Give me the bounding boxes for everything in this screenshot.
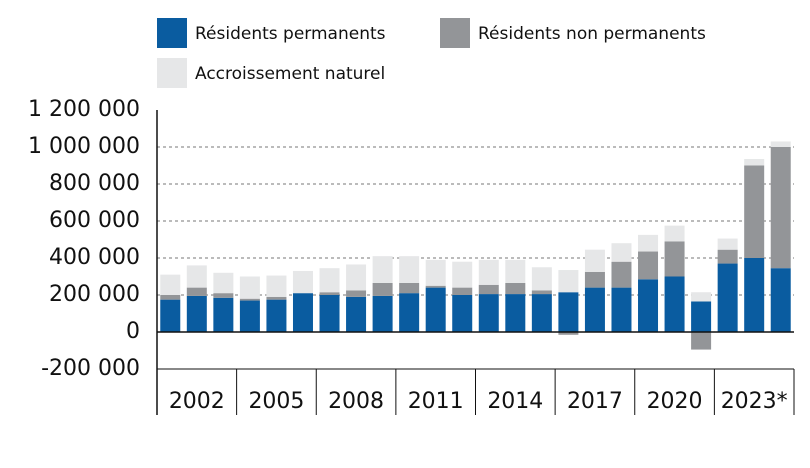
bar bbox=[425, 259, 446, 286]
bar bbox=[266, 299, 287, 332]
bar bbox=[505, 282, 526, 295]
bar bbox=[399, 293, 420, 332]
bar bbox=[186, 265, 207, 288]
bar bbox=[717, 238, 738, 250]
bar bbox=[478, 284, 499, 295]
bar bbox=[531, 294, 552, 332]
bar bbox=[452, 287, 473, 295]
bar bbox=[664, 241, 685, 277]
bar bbox=[584, 271, 605, 288]
bar bbox=[691, 292, 712, 302]
x-tick-label: 2005 bbox=[248, 389, 304, 414]
bar bbox=[770, 141, 791, 147]
y-tick-label: 200 000 bbox=[49, 282, 140, 307]
x-tick-label: 2020 bbox=[647, 389, 703, 414]
bar bbox=[744, 165, 765, 258]
legend-label: Résidents non permanents bbox=[478, 24, 706, 44]
bar bbox=[399, 256, 420, 283]
bar bbox=[770, 147, 791, 269]
y-tick-label: 600 000 bbox=[49, 208, 140, 233]
y-tick-label: 0 bbox=[126, 319, 140, 344]
x-tick-label: 2008 bbox=[328, 389, 384, 414]
y-tick-label: 1 200 000 bbox=[28, 97, 140, 122]
bar bbox=[664, 225, 685, 242]
x-tick-label: 2017 bbox=[567, 389, 623, 414]
bar bbox=[319, 292, 340, 295]
bar bbox=[239, 276, 260, 299]
bar bbox=[558, 270, 579, 293]
bar bbox=[584, 287, 605, 332]
y-tick-label: -200 000 bbox=[41, 356, 140, 381]
x-tick-label: 2014 bbox=[487, 389, 543, 414]
bar bbox=[186, 295, 207, 332]
bar bbox=[425, 285, 446, 288]
y-tick-label: 1 000 000 bbox=[28, 134, 140, 159]
bar bbox=[717, 263, 738, 332]
bar bbox=[239, 298, 260, 301]
x-tick-label: 2023* bbox=[721, 389, 788, 414]
bar bbox=[372, 282, 393, 296]
bar bbox=[319, 295, 340, 332]
bar bbox=[239, 300, 260, 332]
bar bbox=[611, 287, 632, 332]
bar bbox=[346, 264, 367, 291]
bar bbox=[452, 261, 473, 288]
legend-label: Accroissement naturel bbox=[195, 64, 385, 84]
bar bbox=[213, 297, 234, 332]
bar bbox=[425, 287, 446, 332]
bar bbox=[638, 251, 659, 280]
bar bbox=[292, 293, 313, 332]
bar bbox=[346, 296, 367, 332]
legend-swatch bbox=[157, 18, 187, 48]
bar bbox=[160, 295, 181, 300]
bar bbox=[478, 259, 499, 285]
bar bbox=[770, 268, 791, 332]
x-tick-label: 2011 bbox=[408, 389, 464, 414]
bar bbox=[691, 332, 712, 350]
bar bbox=[160, 274, 181, 295]
bar bbox=[319, 268, 340, 293]
bar bbox=[744, 159, 765, 166]
bar bbox=[505, 294, 526, 332]
bar bbox=[213, 293, 234, 298]
bar bbox=[399, 282, 420, 294]
bar bbox=[531, 290, 552, 295]
legend-swatch bbox=[157, 58, 187, 88]
bar bbox=[266, 296, 287, 300]
bar bbox=[558, 332, 579, 335]
x-tick-label: 2002 bbox=[169, 389, 225, 414]
bar bbox=[478, 294, 499, 332]
y-tick-label: 400 000 bbox=[49, 245, 140, 270]
legend-label: Résidents permanents bbox=[195, 24, 386, 44]
bar bbox=[372, 295, 393, 332]
bar bbox=[292, 270, 313, 294]
bar bbox=[186, 287, 207, 296]
bar bbox=[638, 234, 659, 252]
bar bbox=[531, 267, 552, 291]
bar bbox=[266, 275, 287, 297]
bar bbox=[611, 243, 632, 262]
bar bbox=[744, 258, 765, 332]
bar bbox=[638, 279, 659, 332]
bar bbox=[611, 261, 632, 288]
y-tick-label: 800 000 bbox=[49, 171, 140, 196]
bar bbox=[584, 249, 605, 272]
bar bbox=[717, 249, 738, 264]
bar bbox=[505, 259, 526, 283]
bar bbox=[664, 276, 685, 332]
bar bbox=[372, 256, 393, 283]
legend-swatch bbox=[440, 18, 470, 48]
bar bbox=[160, 299, 181, 332]
bar bbox=[452, 295, 473, 332]
bar bbox=[558, 292, 579, 332]
bar bbox=[213, 272, 234, 294]
bar bbox=[691, 301, 712, 332]
bar bbox=[346, 290, 367, 297]
